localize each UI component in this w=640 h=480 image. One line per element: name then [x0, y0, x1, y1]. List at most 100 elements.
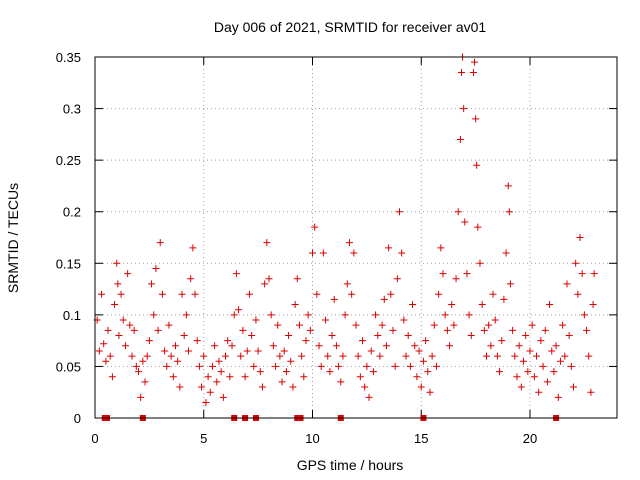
data-point — [376, 352, 384, 360]
data-point — [359, 337, 367, 345]
data-point — [258, 383, 266, 391]
data-point — [163, 362, 171, 370]
plot-frame — [94, 56, 618, 419]
data-point — [226, 373, 234, 381]
data-point — [465, 311, 473, 319]
data-point — [311, 223, 319, 231]
data-point — [441, 311, 449, 319]
data-point — [389, 326, 397, 334]
data-point — [100, 340, 108, 348]
y-tick-label: 0.2 — [63, 205, 81, 220]
data-point — [219, 393, 227, 401]
data-point — [206, 388, 214, 396]
data-point — [185, 347, 193, 355]
data-point — [178, 290, 186, 298]
data-point — [254, 347, 262, 355]
data-point — [174, 357, 182, 365]
data-point — [469, 68, 477, 76]
data-point — [121, 342, 129, 350]
data-point — [313, 290, 321, 298]
data-point — [363, 362, 371, 370]
data-point — [374, 331, 382, 339]
data-point — [211, 342, 219, 350]
data-point — [498, 337, 506, 345]
data-point — [385, 244, 393, 252]
data-point — [400, 316, 408, 324]
data-point — [367, 347, 375, 355]
data-point — [161, 347, 169, 355]
x-axis-label: GPS time / hours — [297, 457, 404, 473]
data-point — [369, 368, 377, 376]
x-tick-label: 10 — [305, 431, 319, 446]
data-point — [452, 275, 460, 283]
data-point — [295, 321, 303, 329]
data-point — [213, 378, 221, 386]
data-point — [263, 239, 271, 247]
y-tick-label: 0.3 — [63, 102, 81, 117]
data-point — [176, 383, 184, 391]
data-point — [348, 290, 356, 298]
data-point — [350, 249, 358, 257]
data-point — [365, 393, 373, 401]
data-point — [289, 383, 297, 391]
data-point — [341, 311, 349, 319]
data-point — [409, 301, 417, 309]
data-point — [330, 295, 338, 303]
data-point — [148, 280, 156, 288]
data-point — [235, 306, 243, 314]
data-point — [335, 362, 343, 370]
data-point — [239, 326, 247, 334]
data-point — [404, 331, 412, 339]
data-point — [519, 357, 527, 365]
data-point — [345, 239, 353, 247]
y-tick-label: 0 — [74, 411, 81, 426]
data-point — [228, 342, 236, 350]
data-point — [135, 368, 142, 376]
data-point — [193, 337, 201, 345]
data-point — [524, 368, 532, 376]
data-point — [245, 290, 253, 298]
data-point — [489, 290, 497, 298]
data-point — [124, 270, 132, 278]
data-point — [189, 244, 197, 252]
data-point — [300, 373, 308, 381]
data-point — [208, 362, 216, 370]
data-point — [387, 290, 395, 298]
data-point — [243, 347, 251, 355]
data-point — [533, 352, 541, 360]
data-point — [361, 383, 369, 391]
data-point — [215, 357, 223, 365]
x-tick-label: 5 — [200, 431, 207, 446]
data-point — [565, 331, 573, 339]
data-point — [504, 182, 512, 190]
data-point — [326, 368, 334, 376]
data-point — [111, 301, 119, 309]
data-point — [137, 393, 145, 401]
data-point — [198, 383, 206, 391]
data-point — [539, 362, 547, 370]
data-point — [278, 378, 286, 386]
data-point — [406, 362, 414, 370]
data-point — [474, 223, 482, 231]
data-point — [580, 311, 588, 319]
data-point — [517, 383, 525, 391]
data-point — [328, 331, 336, 339]
data-point — [141, 378, 149, 386]
data-point — [496, 368, 504, 376]
data-point — [306, 326, 314, 334]
data-point — [114, 280, 122, 288]
data-point — [191, 290, 199, 298]
data-point — [583, 326, 591, 334]
data-point — [419, 357, 427, 365]
data-point — [590, 270, 598, 278]
data-point — [411, 342, 419, 350]
data-point — [467, 331, 475, 339]
data-point — [291, 301, 299, 309]
data-point — [398, 249, 406, 257]
data-point — [165, 321, 173, 329]
data-point — [132, 362, 140, 370]
data-point — [393, 275, 401, 283]
data-point — [195, 362, 203, 370]
data-point — [487, 342, 495, 350]
data-point — [322, 316, 330, 324]
